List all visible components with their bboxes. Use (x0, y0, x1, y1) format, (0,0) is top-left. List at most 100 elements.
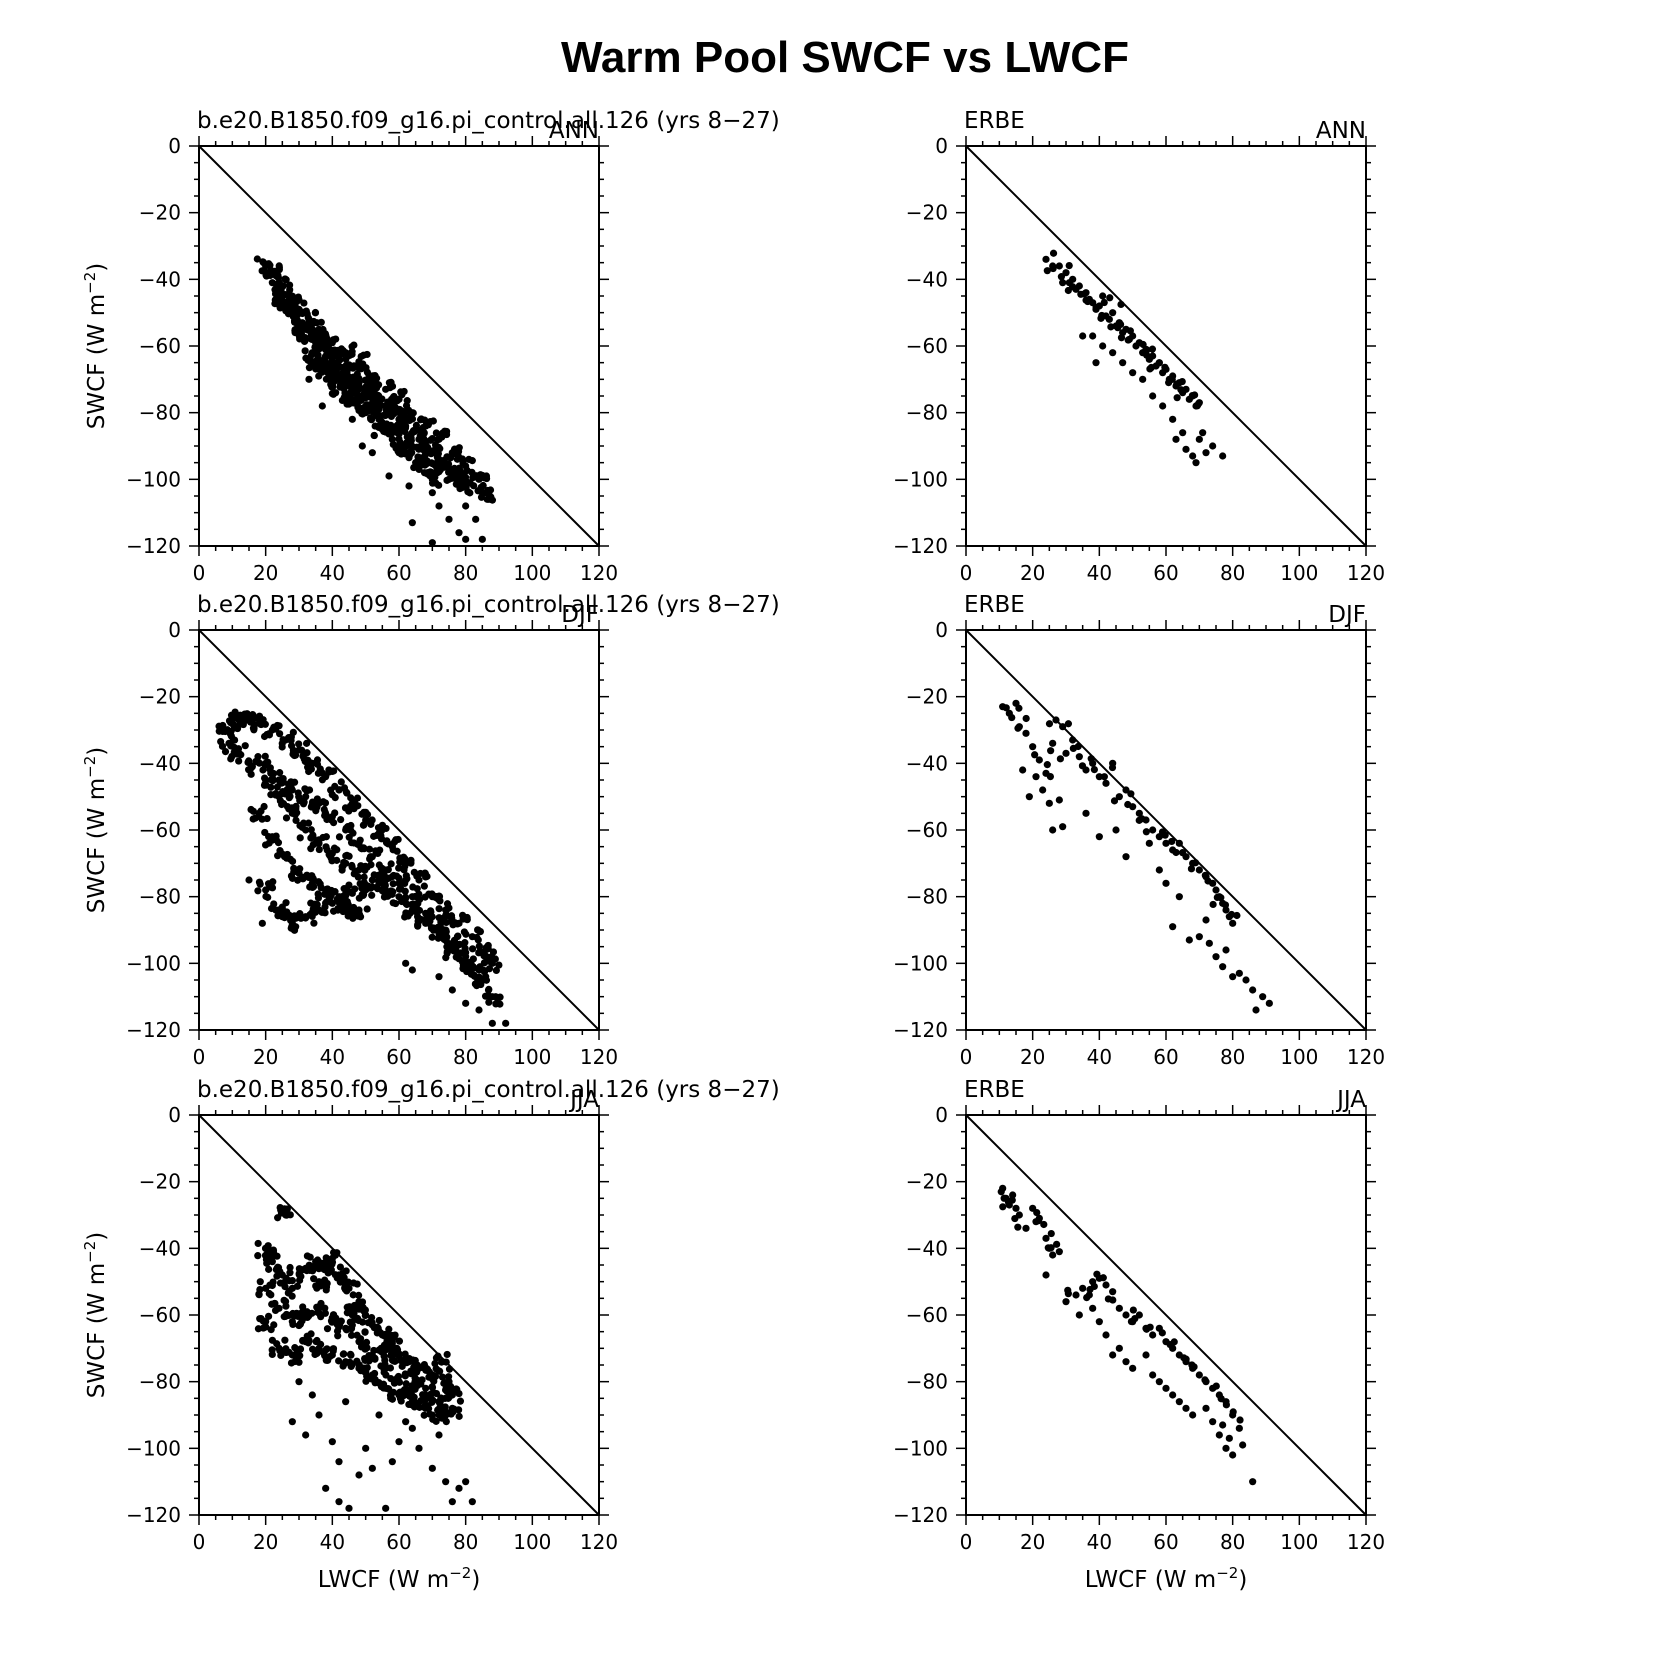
data-point (311, 1350, 319, 1359)
data-point-outlier (1182, 1404, 1190, 1412)
data-point (219, 721, 227, 730)
data-point (296, 865, 304, 873)
data-point (385, 1344, 393, 1353)
data-point (1090, 1282, 1098, 1291)
data-point (997, 1188, 1005, 1196)
data-point (1168, 837, 1176, 846)
data-point-outlier (1082, 809, 1090, 817)
data-point-outlier (1149, 392, 1157, 400)
x-tick-label: 60 (386, 1530, 411, 1554)
data-point (334, 905, 342, 913)
data-point (262, 271, 270, 279)
data-point (285, 780, 293, 788)
scatter-panel-3: 0 20 40 60 80 100 120 0 −20 −40 −60 −80 −100 −120 b.e2… (81, 592, 780, 1069)
data-point-outlier (1122, 1358, 1130, 1366)
data-point (396, 442, 404, 450)
data-point-outlier (448, 1498, 456, 1506)
data-point (350, 805, 358, 813)
panel-right-label: ANN (549, 118, 599, 144)
data-point-outlier (1179, 429, 1187, 437)
data-point (435, 905, 443, 913)
data-point (422, 447, 430, 456)
data-point-outlier (332, 389, 340, 397)
data-point (296, 834, 304, 842)
data-point (432, 429, 440, 437)
data-point (254, 1239, 262, 1248)
data-point (1191, 859, 1200, 867)
data-point (435, 468, 443, 476)
data-point (428, 933, 436, 941)
data-point (286, 1211, 294, 1219)
data-point (255, 1290, 263, 1298)
data-point (1194, 400, 1202, 408)
x-tick-label: 100 (1280, 1530, 1318, 1554)
x-tick-label: 120 (1347, 1045, 1385, 1069)
data-point (1158, 1329, 1166, 1337)
data-point (1236, 1416, 1244, 1424)
data-point (278, 903, 286, 911)
x-tick-label: 100 (513, 1045, 551, 1069)
data-point (379, 1380, 388, 1388)
data-point (221, 747, 230, 756)
data-point (265, 1265, 273, 1273)
data-point (485, 998, 493, 1006)
y-tick-label: 0 (168, 134, 181, 158)
data-point (1055, 1248, 1063, 1256)
data-point (1146, 1323, 1154, 1331)
data-point (280, 1313, 288, 1321)
data-point (442, 918, 450, 927)
data-point (395, 1350, 403, 1358)
data-point (342, 788, 350, 796)
data-point-outlier (1099, 342, 1107, 350)
data-point-outlier (1202, 1404, 1210, 1412)
data-point (282, 1345, 290, 1353)
x-tick-label: 80 (1220, 1530, 1245, 1554)
data-point (445, 904, 453, 912)
data-point (350, 903, 358, 912)
data-point (317, 1282, 325, 1290)
data-point-outlier (1252, 1006, 1260, 1014)
data-point (345, 1303, 353, 1311)
data-point (457, 483, 465, 491)
data-point (1178, 849, 1187, 857)
data-point (401, 887, 409, 895)
data-point (455, 1406, 463, 1414)
data-point-outlier (278, 913, 286, 921)
x-tick-label: 20 (253, 1045, 278, 1069)
data-point-outlier (475, 1006, 483, 1014)
data-point (341, 371, 349, 380)
data-point (1049, 264, 1057, 273)
data-point (1135, 816, 1143, 824)
data-point (370, 431, 378, 440)
data-point (316, 765, 324, 773)
y-tick-label: −20 (139, 1170, 181, 1194)
data-point (420, 882, 428, 890)
x-tick-label: 20 (1020, 1530, 1045, 1554)
data-point (1002, 704, 1010, 712)
data-point (304, 756, 312, 764)
data-point (332, 1314, 340, 1322)
panel-right-label: DJF (561, 602, 599, 628)
data-point (1099, 1274, 1107, 1282)
data-point (415, 1403, 424, 1411)
data-point (317, 884, 325, 892)
data-point (324, 360, 332, 368)
panel-left-label: ERBE (964, 592, 1025, 618)
data-point (441, 1412, 449, 1420)
data-point (322, 1286, 330, 1294)
data-point (1122, 786, 1130, 794)
data-point-outlier (482, 973, 490, 981)
x-tick-label: 60 (1153, 1530, 1178, 1554)
data-point (421, 870, 429, 878)
data-point (1147, 363, 1155, 372)
data-point (331, 794, 339, 802)
data-point (268, 1281, 276, 1290)
data-point (385, 379, 394, 387)
data-point-outlier (305, 375, 313, 383)
data-point (329, 369, 337, 378)
data-point (1201, 871, 1209, 879)
data-point-outlier (1142, 1351, 1150, 1359)
data-point (372, 847, 380, 856)
x-tick-label: 120 (580, 1530, 618, 1554)
